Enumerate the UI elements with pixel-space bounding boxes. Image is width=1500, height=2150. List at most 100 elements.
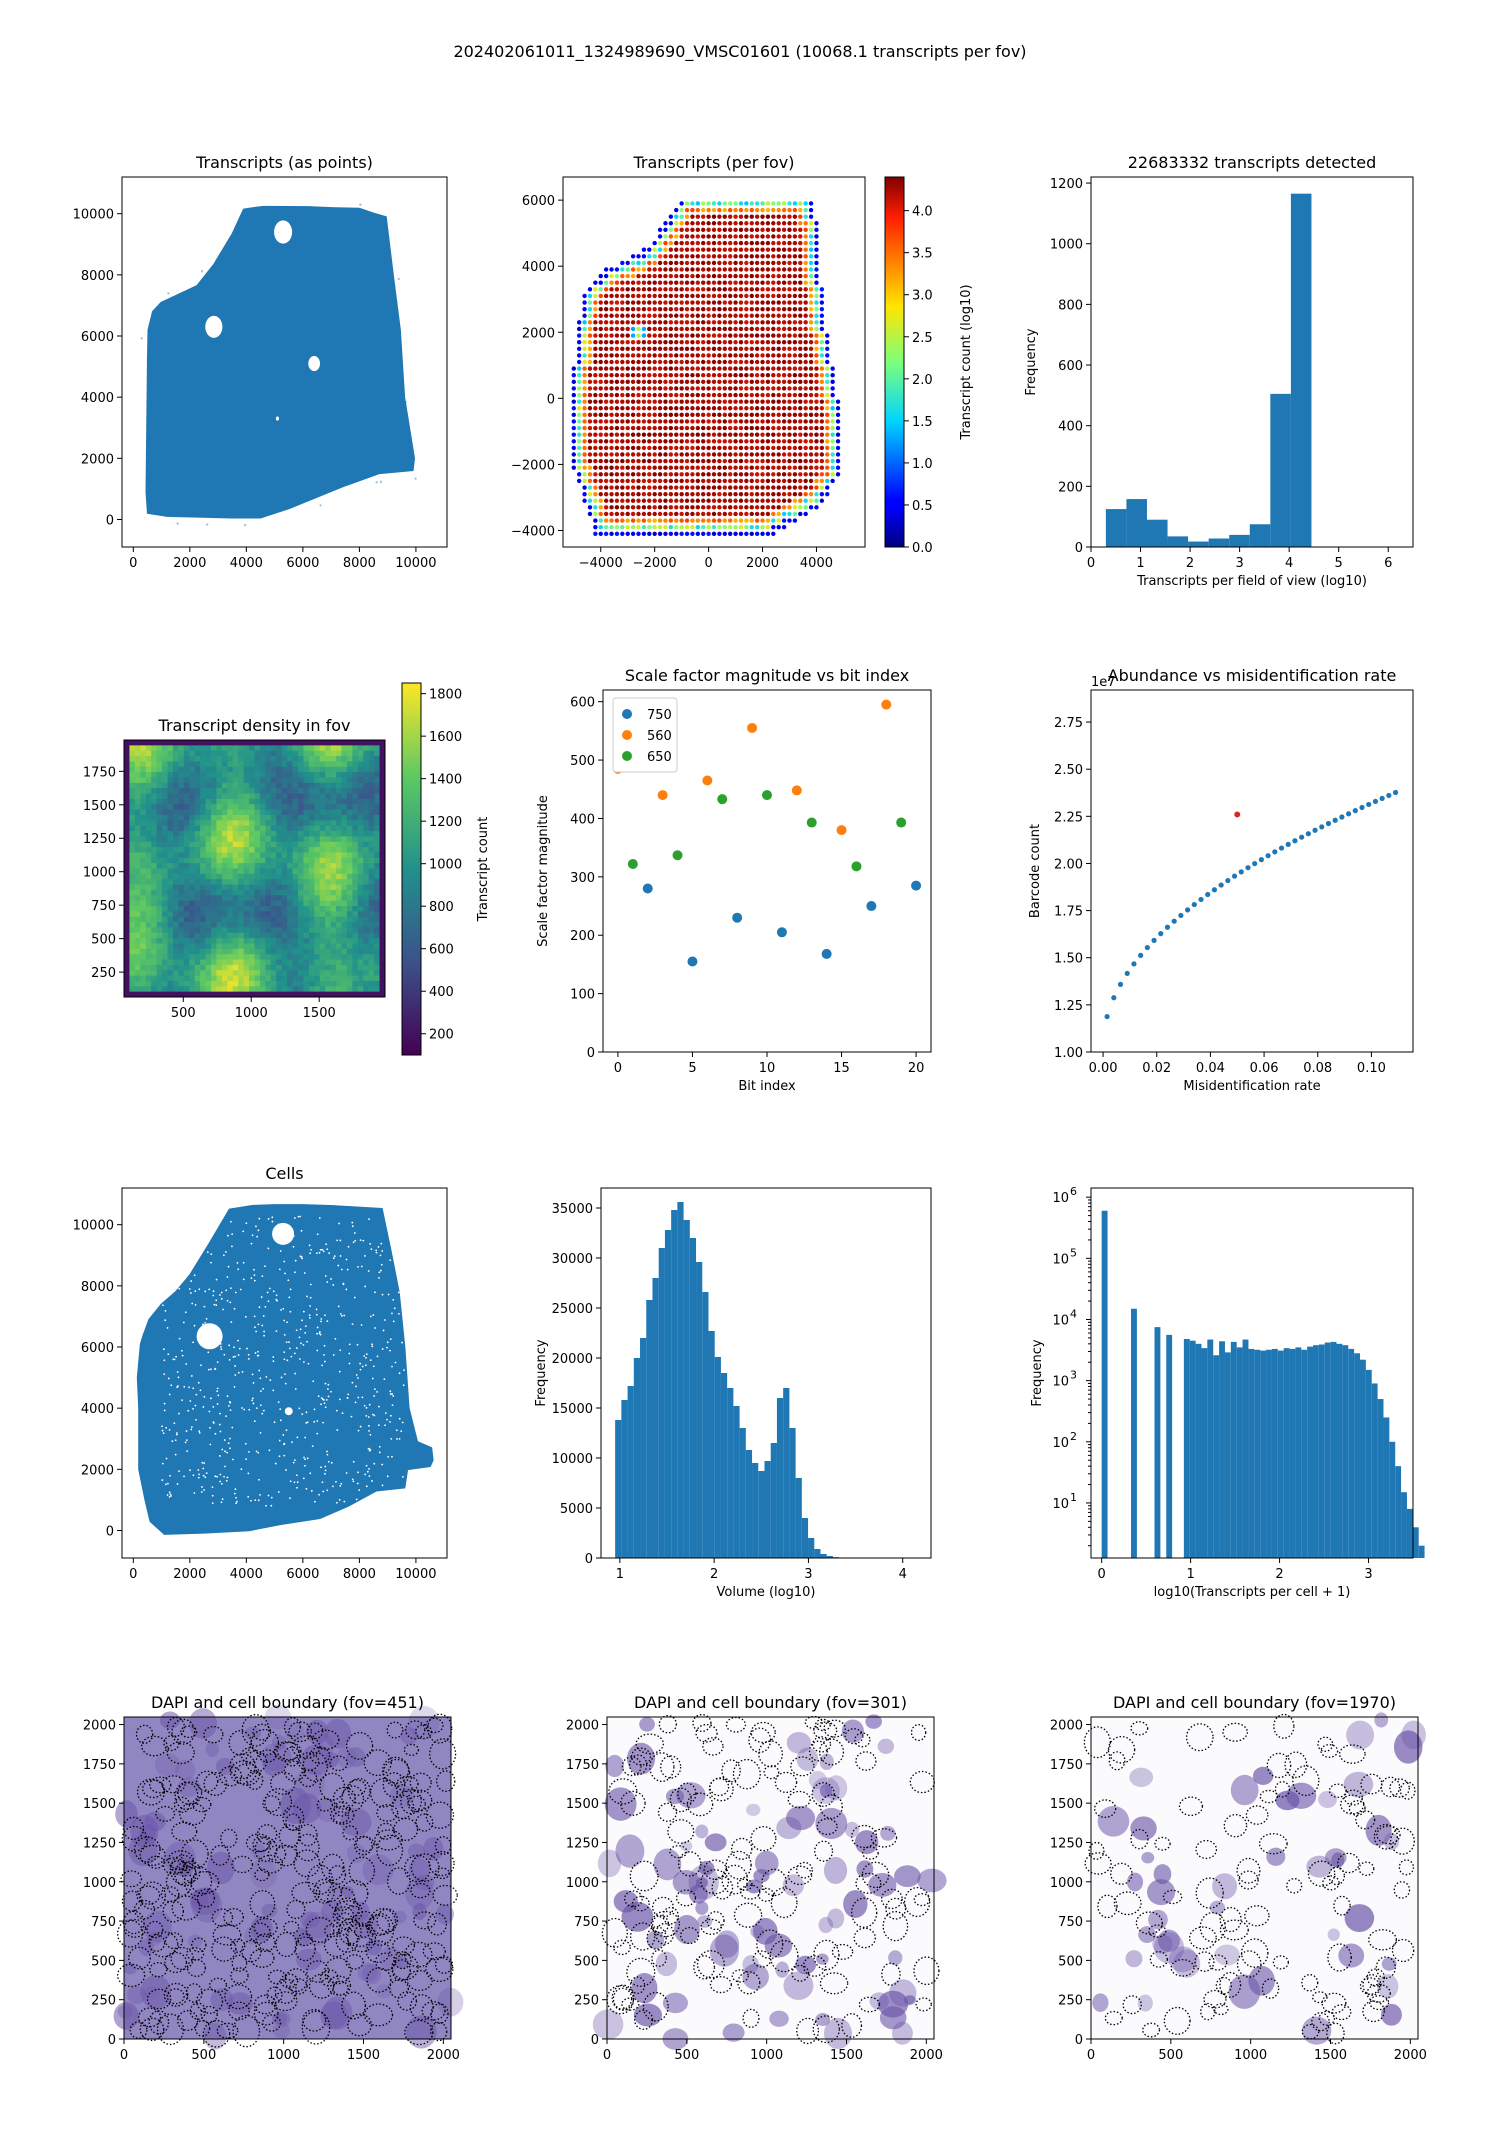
density-cell: [189, 766, 196, 773]
fov-point: [792, 201, 798, 206]
density-cell: [238, 756, 245, 762]
density-cell: [232, 884, 239, 891]
density-cell: [265, 873, 272, 880]
y-tick-label: 4000: [522, 260, 555, 275]
cell-gap: [368, 1430, 370, 1432]
density-cell: [287, 777, 293, 784]
fov-point: [738, 439, 744, 444]
density-cell: [303, 970, 310, 976]
density-cell: [298, 766, 304, 773]
density-cell: [374, 895, 380, 902]
fov-point: [787, 353, 792, 358]
x-tick-label: 1500: [303, 1006, 336, 1021]
scale-factor-point-750: [687, 956, 698, 967]
density-cell: [281, 975, 288, 982]
fov-point: [787, 300, 792, 305]
density-cell: [151, 825, 158, 832]
fov-point: [765, 465, 771, 470]
fov-point: [636, 353, 641, 358]
fov-point: [674, 406, 679, 411]
density-cell: [374, 964, 380, 971]
fov-point: [706, 273, 711, 279]
density-cell: [124, 793, 130, 800]
cell-gap: [177, 1376, 180, 1379]
density-cell: [211, 884, 217, 891]
density-cell: [303, 814, 310, 821]
density-cell: [259, 868, 266, 875]
fov-point: [690, 425, 695, 431]
density-cell: [357, 804, 364, 811]
fov-point: [798, 392, 803, 398]
fov-point: [701, 518, 706, 523]
density-cell: [232, 788, 239, 794]
fov-point: [620, 313, 625, 318]
fov-point: [695, 491, 701, 497]
fov-point: [711, 445, 717, 451]
density-cell: [178, 852, 185, 859]
fov-point: [582, 392, 587, 398]
density-cell: [368, 841, 375, 848]
fov-point: [814, 234, 819, 239]
cell-gap: [202, 1474, 205, 1477]
density-cell: [167, 756, 174, 762]
axes-frame: [123, 739, 386, 998]
fov-point: [754, 254, 760, 259]
density-cell: [374, 793, 380, 800]
density-cell: [308, 948, 315, 955]
fov-point: [722, 445, 727, 451]
density-cell: [156, 868, 163, 875]
fov-point: [765, 452, 771, 457]
fov-point: [625, 511, 630, 517]
fov-point: [792, 326, 798, 332]
density-cell: [200, 959, 206, 966]
density-cell: [276, 740, 283, 746]
density-cell: [227, 975, 234, 982]
fov-point: [733, 465, 738, 470]
fov-point: [647, 273, 652, 279]
density-cell: [134, 948, 141, 955]
fov-point: [582, 313, 587, 318]
density-cell: [270, 841, 277, 848]
density-cell: [254, 793, 261, 800]
legend-marker: [622, 730, 632, 740]
density-cell: [151, 852, 158, 859]
fov-point: [781, 425, 787, 431]
density-cell: [265, 766, 272, 773]
density-cell: [183, 873, 190, 880]
fov-point: [684, 201, 690, 206]
density-cell: [281, 766, 288, 773]
barcode-point: [1299, 834, 1305, 840]
density-cell: [298, 964, 304, 971]
colorbar-tick-label: 0.5: [912, 499, 933, 514]
density-cell: [216, 772, 223, 778]
fov-point: [781, 458, 787, 464]
density-cell: [216, 788, 223, 794]
fov-point: [674, 465, 679, 470]
density-cell: [167, 916, 174, 923]
scale-factor-point-560: [702, 775, 713, 786]
density-cell: [211, 873, 217, 880]
density-cell: [172, 900, 179, 907]
density-cell: [151, 857, 158, 864]
density-cell: [363, 750, 370, 757]
density-cell: [232, 756, 239, 762]
fov-point: [582, 346, 587, 351]
density-cell: [151, 938, 158, 944]
fov-point: [760, 333, 765, 338]
fov-point: [727, 465, 733, 470]
fov-point: [641, 293, 647, 299]
density-cell: [270, 825, 277, 832]
density-cell: [238, 975, 245, 982]
density-cell: [178, 761, 185, 768]
density-cell: [346, 857, 353, 864]
fov-point: [738, 201, 744, 206]
fov-point: [630, 399, 636, 404]
density-cell: [145, 756, 152, 762]
density-cell: [178, 900, 185, 907]
fov-point: [582, 320, 587, 325]
density-cell: [189, 959, 196, 966]
fov-point: [652, 485, 657, 490]
fov-point: [722, 359, 727, 365]
density-cell: [221, 863, 228, 869]
density-cell: [303, 841, 310, 848]
